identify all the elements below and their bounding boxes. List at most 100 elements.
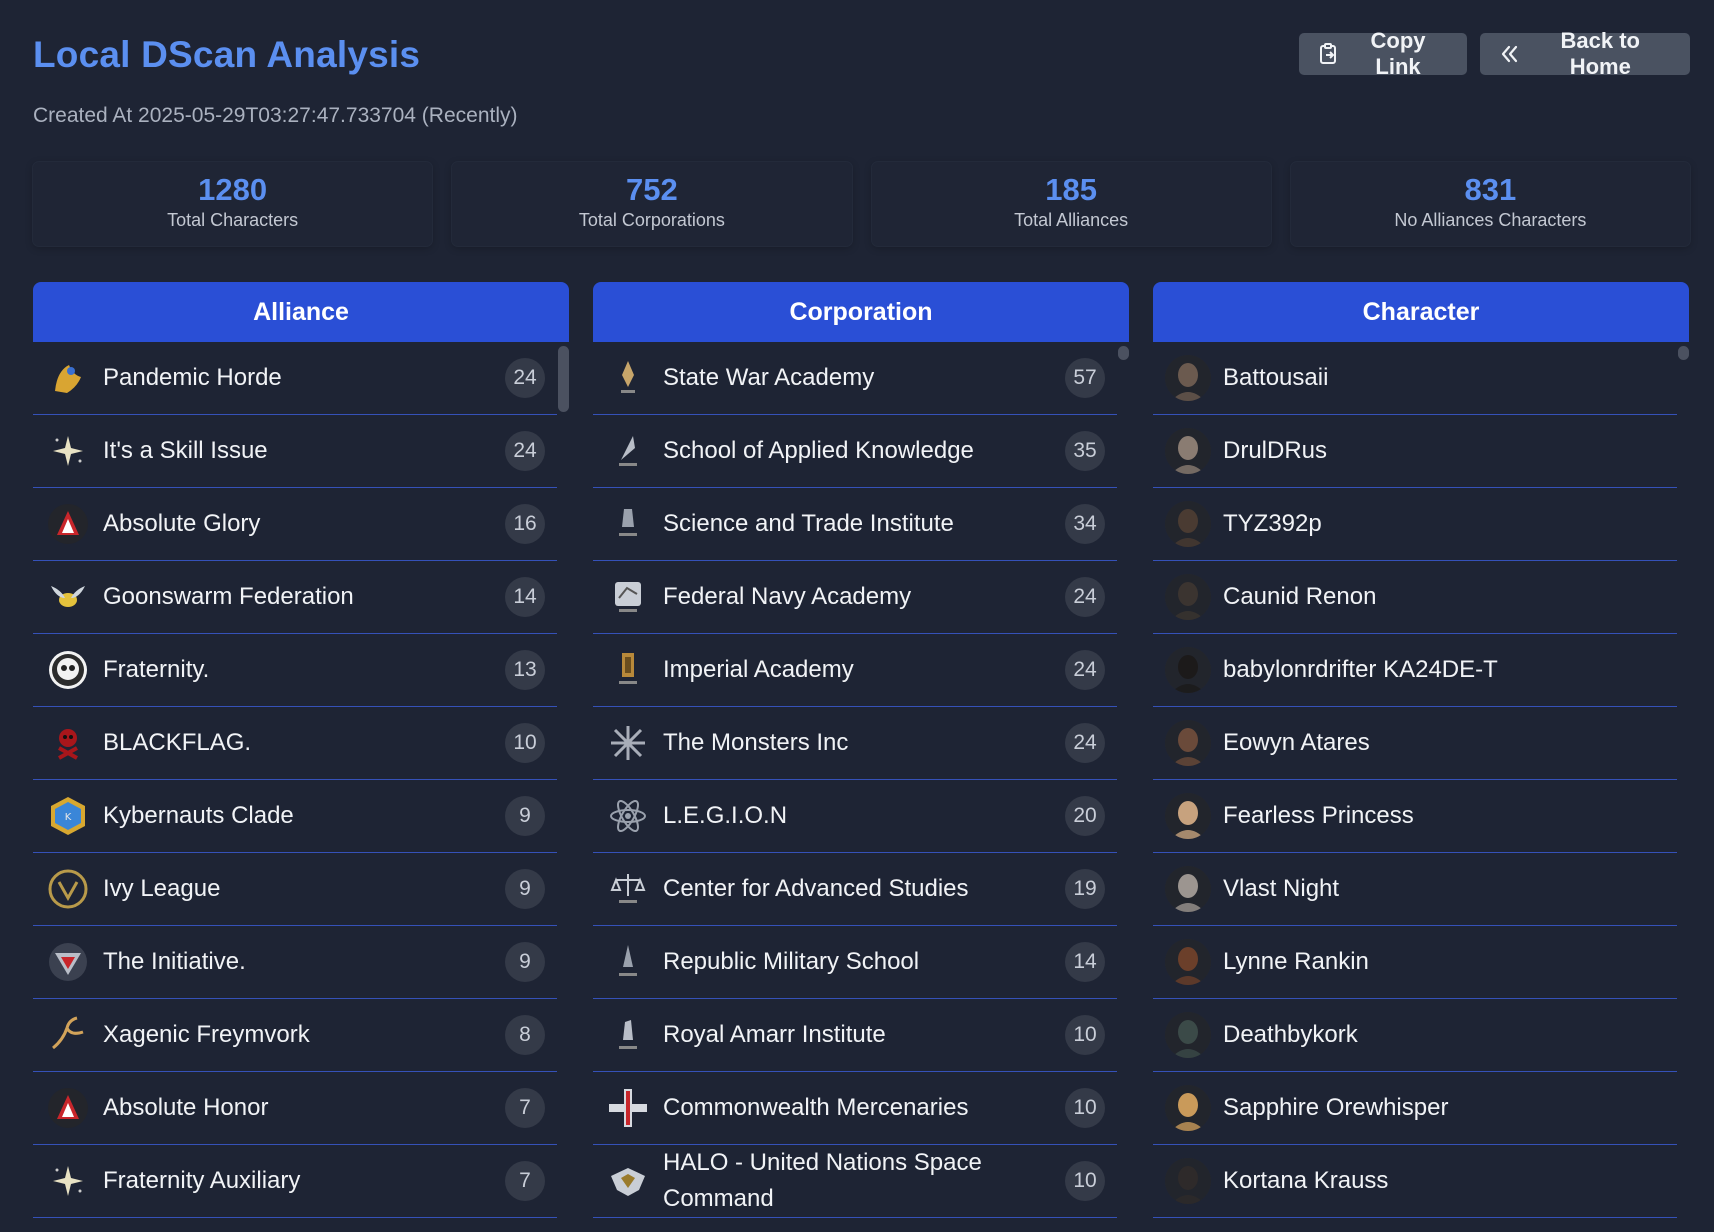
character-row[interactable]: Lynne Rankin bbox=[1153, 926, 1677, 999]
corporation-row[interactable]: L.E.G.I.O.N 20 bbox=[593, 780, 1117, 853]
character-row[interactable]: Deathbykork bbox=[1153, 999, 1677, 1072]
character-name[interactable]: Lynne Rankin bbox=[1223, 948, 1369, 975]
character-row[interactable]: TYZ392p bbox=[1153, 488, 1677, 561]
corporation-row[interactable]: State War Academy 57 bbox=[593, 342, 1117, 415]
copy-link-label: Copy Link bbox=[1370, 28, 1426, 79]
alliance-name[interactable]: Ivy League bbox=[103, 875, 221, 902]
corporation-row[interactable]: The Monsters Inc 24 bbox=[593, 707, 1117, 780]
count-badge: 10 bbox=[1065, 1088, 1105, 1128]
corporation-scrollbar[interactable] bbox=[1118, 346, 1129, 360]
corporation-name[interactable]: Federal Navy Academy bbox=[663, 583, 912, 610]
alliance-logo-icon bbox=[45, 720, 91, 766]
alliance-name[interactable]: Xagenic Freymvork bbox=[103, 1021, 310, 1048]
character-row[interactable]: Kortana Krauss bbox=[1153, 1145, 1677, 1218]
stat-no-alliance-characters: 831 No Alliances Characters bbox=[1290, 162, 1690, 246]
alliance-name[interactable]: Absolute Honor bbox=[103, 1094, 269, 1121]
corporation-row[interactable]: Republic Military School 14 bbox=[593, 926, 1117, 999]
alliance-list[interactable]: Pandemic Horde 24 It's a Skill Issue 24 Abso… bbox=[33, 342, 569, 1232]
alliance-row[interactable]: Absolute Honor 7 bbox=[33, 1072, 557, 1145]
corporation-logo-icon bbox=[605, 720, 651, 766]
character-scrollbar[interactable] bbox=[1678, 346, 1689, 360]
character-name[interactable]: Vlast Night bbox=[1223, 875, 1340, 902]
corporation-list[interactable]: State War Academy 57 School of Applied Kno… bbox=[593, 342, 1129, 1232]
alliance-logo-icon bbox=[45, 355, 91, 401]
character-row[interactable]: Fearless Princess bbox=[1153, 780, 1677, 853]
character-name[interactable]: Caunid Renon bbox=[1223, 583, 1377, 610]
corporation-column: Corporation State War Academy 57 School of… bbox=[593, 282, 1129, 1232]
character-row[interactable]: Caunid Renon bbox=[1153, 561, 1677, 634]
corporation-logo-icon bbox=[605, 793, 651, 839]
corporation-name[interactable]: Center for Advanced Studies bbox=[663, 875, 969, 902]
alliance-name[interactable]: Kybernauts Clade bbox=[103, 802, 294, 829]
corporation-row[interactable]: Royal Amarr Institute 10 bbox=[593, 999, 1117, 1072]
alliance-row[interactable]: Ivy League 9 bbox=[33, 853, 557, 926]
alliance-logo-icon bbox=[45, 428, 91, 474]
alliance-row[interactable]: Xagenic Freymvork 8 bbox=[33, 999, 557, 1072]
alliance-name[interactable]: It's a Skill Issue bbox=[103, 437, 268, 464]
alliance-row[interactable]: K Kybernauts Clade 9 bbox=[33, 780, 557, 853]
count-badge: 57 bbox=[1065, 358, 1105, 398]
alliance-logo-icon bbox=[45, 1085, 91, 1131]
corporation-name[interactable]: Imperial Academy bbox=[663, 656, 854, 683]
alliance-name[interactable]: Fraternity. bbox=[103, 656, 210, 683]
character-name[interactable]: Kortana Krauss bbox=[1223, 1167, 1389, 1194]
character-row[interactable]: babylonrdrifter KA24DE-T bbox=[1153, 634, 1677, 707]
alliance-row[interactable]: It's a Skill Issue 24 bbox=[33, 415, 557, 488]
corporation-row[interactable]: HALO - United Nations Space Command 10 bbox=[593, 1145, 1117, 1218]
count-badge: 14 bbox=[1065, 942, 1105, 982]
corporation-name[interactable]: Republic Military School bbox=[663, 948, 920, 975]
corporation-name[interactable]: Royal Amarr Institute bbox=[663, 1021, 886, 1048]
back-to-home-button[interactable]: Back to Home bbox=[1480, 28, 1690, 79]
alliance-logo-icon bbox=[45, 939, 91, 985]
character-row[interactable]: Vlast Night bbox=[1153, 853, 1677, 926]
alliance-column-header: Alliance bbox=[33, 282, 569, 342]
alliance-row[interactable]: Goonswarm Federation 14 bbox=[33, 561, 557, 634]
alliance-name[interactable]: The Initiative. bbox=[103, 948, 246, 975]
alliance-name[interactable]: Fraternity Auxiliary bbox=[103, 1167, 301, 1194]
alliance-logo-icon bbox=[45, 1012, 91, 1058]
character-name[interactable]: TYZ392p bbox=[1223, 510, 1322, 537]
corporation-row[interactable]: Commonwealth Mercenaries 10 bbox=[593, 1072, 1117, 1145]
alliance-row[interactable]: The Initiative. 9 bbox=[33, 926, 557, 999]
clipboard-icon bbox=[1317, 43, 1338, 65]
character-name[interactable]: Battousaii bbox=[1223, 364, 1329, 391]
copy-link-button[interactable]: Copy Link bbox=[1299, 28, 1467, 79]
character-row[interactable]: Eowyn Atares bbox=[1153, 707, 1677, 780]
corporation-row[interactable]: Imperial Academy 24 bbox=[593, 634, 1117, 707]
alliance-scrollbar[interactable] bbox=[558, 346, 569, 412]
alliance-name[interactable]: Goonswarm Federation bbox=[103, 583, 354, 610]
corporation-name[interactable]: School of Applied Knowledge bbox=[663, 437, 974, 464]
character-avatar bbox=[1165, 793, 1211, 839]
character-name[interactable]: Sapphire Orewhisper bbox=[1223, 1094, 1449, 1121]
corporation-name[interactable]: The Monsters Inc bbox=[663, 729, 849, 756]
corporation-name[interactable]: L.E.G.I.O.N bbox=[663, 802, 788, 829]
corporation-name[interactable]: Science and Trade Institute bbox=[663, 510, 954, 537]
alliance-name[interactable]: Absolute Glory bbox=[103, 510, 261, 537]
character-name[interactable]: Eowyn Atares bbox=[1223, 729, 1370, 756]
corporation-row[interactable]: Center for Advanced Studies 19 bbox=[593, 853, 1117, 926]
alliance-row[interactable]: Absolute Glory 16 bbox=[33, 488, 557, 561]
corporation-name[interactable]: State War Academy bbox=[663, 364, 875, 391]
character-column-header: Character bbox=[1153, 282, 1689, 342]
alliance-name[interactable]: BLACKFLAG. bbox=[103, 729, 252, 756]
corporation-name[interactable]: Commonwealth Mercenaries bbox=[663, 1094, 969, 1121]
alliance-row[interactable]: BLACKFLAG. 10 bbox=[33, 707, 557, 780]
character-name[interactable]: Deathbykork bbox=[1223, 1021, 1358, 1048]
corporation-row[interactable]: Federal Navy Academy 24 bbox=[593, 561, 1117, 634]
character-name[interactable]: babylonrdrifter KA24DE-T bbox=[1223, 656, 1498, 683]
alliance-row[interactable]: Pandemic Horde 24 bbox=[33, 342, 557, 415]
alliance-row[interactable]: Fraternity. 13 bbox=[33, 634, 557, 707]
character-list[interactable]: Battousaii DrulDRus TYZ392p Caunid Renon bab… bbox=[1153, 342, 1689, 1232]
alliance-row[interactable]: Fraternity Auxiliary 7 bbox=[33, 1145, 557, 1218]
corporation-name[interactable]: HALO - United Nations Space Command bbox=[663, 1149, 982, 1212]
double-chevron-left-icon bbox=[1498, 43, 1520, 65]
character-row[interactable]: DrulDRus bbox=[1153, 415, 1677, 488]
alliance-name[interactable]: Pandemic Horde bbox=[103, 364, 282, 391]
corporation-row[interactable]: Science and Trade Institute 34 bbox=[593, 488, 1117, 561]
stat-total-corporations: 752 Total Corporations bbox=[452, 162, 852, 246]
character-row[interactable]: Battousaii bbox=[1153, 342, 1677, 415]
corporation-row[interactable]: School of Applied Knowledge 35 bbox=[593, 415, 1117, 488]
character-name[interactable]: Fearless Princess bbox=[1223, 802, 1414, 829]
character-name[interactable]: DrulDRus bbox=[1223, 437, 1328, 464]
character-row[interactable]: Sapphire Orewhisper bbox=[1153, 1072, 1677, 1145]
